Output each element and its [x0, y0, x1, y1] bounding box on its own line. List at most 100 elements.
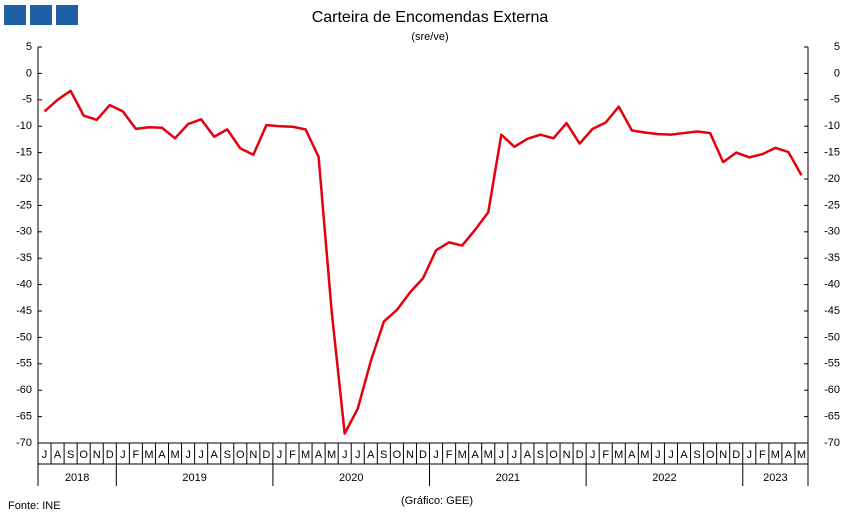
- x-tick-label: F: [759, 449, 766, 461]
- y-tick-label: -35: [16, 252, 32, 264]
- x-tick-label: J: [590, 449, 596, 461]
- year-label: 2019: [182, 472, 206, 484]
- x-tick-label: J: [42, 449, 48, 461]
- x-tick-label: D: [419, 449, 427, 461]
- x-tick-label: J: [747, 449, 753, 461]
- y2-tick-label: -55: [824, 358, 840, 370]
- x-tick-label: J: [355, 449, 361, 461]
- x-tick-label: F: [446, 449, 453, 461]
- x-tick-label: S: [67, 449, 74, 461]
- y-tick-label: -5: [22, 94, 32, 106]
- x-tick-label: A: [54, 449, 62, 461]
- x-tick-label: S: [380, 449, 387, 461]
- x-tick-label: S: [224, 449, 231, 461]
- x-tick-label: F: [602, 449, 609, 461]
- x-tick-label: S: [693, 449, 700, 461]
- x-tick-label: D: [732, 449, 740, 461]
- x-tick-label: O: [236, 449, 245, 461]
- y2-tick-label: -60: [824, 384, 840, 396]
- credit: (Gráfico: GEE): [401, 495, 473, 507]
- y-tick-label: -20: [16, 173, 32, 185]
- data-line: [43, 89, 803, 435]
- x-tick-label: J: [198, 449, 204, 461]
- y2-tick-label: 0: [834, 67, 840, 79]
- y-tick-label: -25: [16, 199, 32, 211]
- x-tick-label: A: [367, 449, 375, 461]
- y-tick-label: -30: [16, 226, 32, 238]
- x-tick-label: M: [327, 449, 336, 461]
- y2-tick-label: -5: [830, 94, 840, 106]
- x-tick-label: N: [93, 449, 101, 461]
- y2-tick-label: -25: [824, 199, 840, 211]
- year-label: 2020: [339, 472, 363, 484]
- y2-tick-label: -20: [824, 173, 840, 185]
- x-tick-label: N: [563, 449, 571, 461]
- y2-tick-label: -50: [824, 331, 840, 343]
- y2-tick-label: -40: [824, 279, 840, 291]
- y-tick-label: -60: [16, 384, 32, 396]
- y2-tick-label: -70: [824, 437, 840, 449]
- x-tick-label: D: [262, 449, 270, 461]
- y2-tick-label: -10: [824, 120, 840, 132]
- year-label: 2018: [65, 472, 89, 484]
- x-tick-label: J: [499, 449, 505, 461]
- y-tick-label: 0: [26, 67, 32, 79]
- x-tick-label: F: [133, 449, 140, 461]
- x-tick-label: M: [458, 449, 467, 461]
- x-tick-label: O: [706, 449, 715, 461]
- chart-title: Carteira de Encomendas Externa: [312, 9, 549, 26]
- x-tick-label: A: [472, 449, 480, 461]
- x-tick-label: J: [512, 449, 518, 461]
- x-tick-label: D: [576, 449, 584, 461]
- x-tick-label: J: [655, 449, 661, 461]
- x-tick-label: M: [797, 449, 806, 461]
- x-tick-label: A: [211, 449, 219, 461]
- x-tick-label: D: [106, 449, 114, 461]
- x-tick-label: M: [301, 449, 310, 461]
- y-tick-label: -55: [16, 358, 32, 370]
- y-tick-label: -10: [16, 120, 32, 132]
- x-tick-label: J: [185, 449, 191, 461]
- y2-tick-label: -35: [824, 252, 840, 264]
- x-tick-label: J: [277, 449, 283, 461]
- x-tick-label: M: [640, 449, 649, 461]
- x-tick-label: J: [120, 449, 126, 461]
- logo-block: [56, 5, 78, 25]
- year-label: 2021: [496, 472, 520, 484]
- x-tick-label: M: [170, 449, 179, 461]
- source: Fonte: INE: [8, 500, 61, 512]
- x-tick-label: M: [144, 449, 153, 461]
- x-tick-label: M: [614, 449, 623, 461]
- x-tick-label: M: [771, 449, 780, 461]
- logo-block: [30, 5, 52, 25]
- y2-tick-label: -30: [824, 226, 840, 238]
- y-tick-label: -40: [16, 279, 32, 291]
- x-tick-label: N: [406, 449, 414, 461]
- y-tick-label: -45: [16, 305, 32, 317]
- year-label: 2022: [652, 472, 676, 484]
- x-tick-label: A: [628, 449, 636, 461]
- x-tick-label: O: [79, 449, 88, 461]
- x-tick-label: F: [289, 449, 296, 461]
- y2-tick-label: -15: [824, 147, 840, 159]
- y-tick-label: -50: [16, 331, 32, 343]
- x-tick-label: N: [249, 449, 257, 461]
- year-label: 2023: [763, 472, 787, 484]
- x-tick-label: A: [315, 449, 323, 461]
- y-tick-label: 5: [26, 41, 32, 53]
- chart-subtitle: (sre/ve): [411, 31, 448, 43]
- x-tick-label: S: [537, 449, 544, 461]
- y2-tick-label: -65: [824, 411, 840, 423]
- x-tick-label: J: [668, 449, 674, 461]
- y-tick-label: -65: [16, 411, 32, 423]
- x-tick-label: A: [524, 449, 532, 461]
- logo-block: [4, 5, 26, 25]
- x-tick-label: A: [158, 449, 166, 461]
- y2-tick-label: -45: [824, 305, 840, 317]
- x-tick-label: O: [549, 449, 558, 461]
- x-tick-label: O: [393, 449, 402, 461]
- x-tick-label: A: [680, 449, 688, 461]
- y-tick-label: -15: [16, 147, 32, 159]
